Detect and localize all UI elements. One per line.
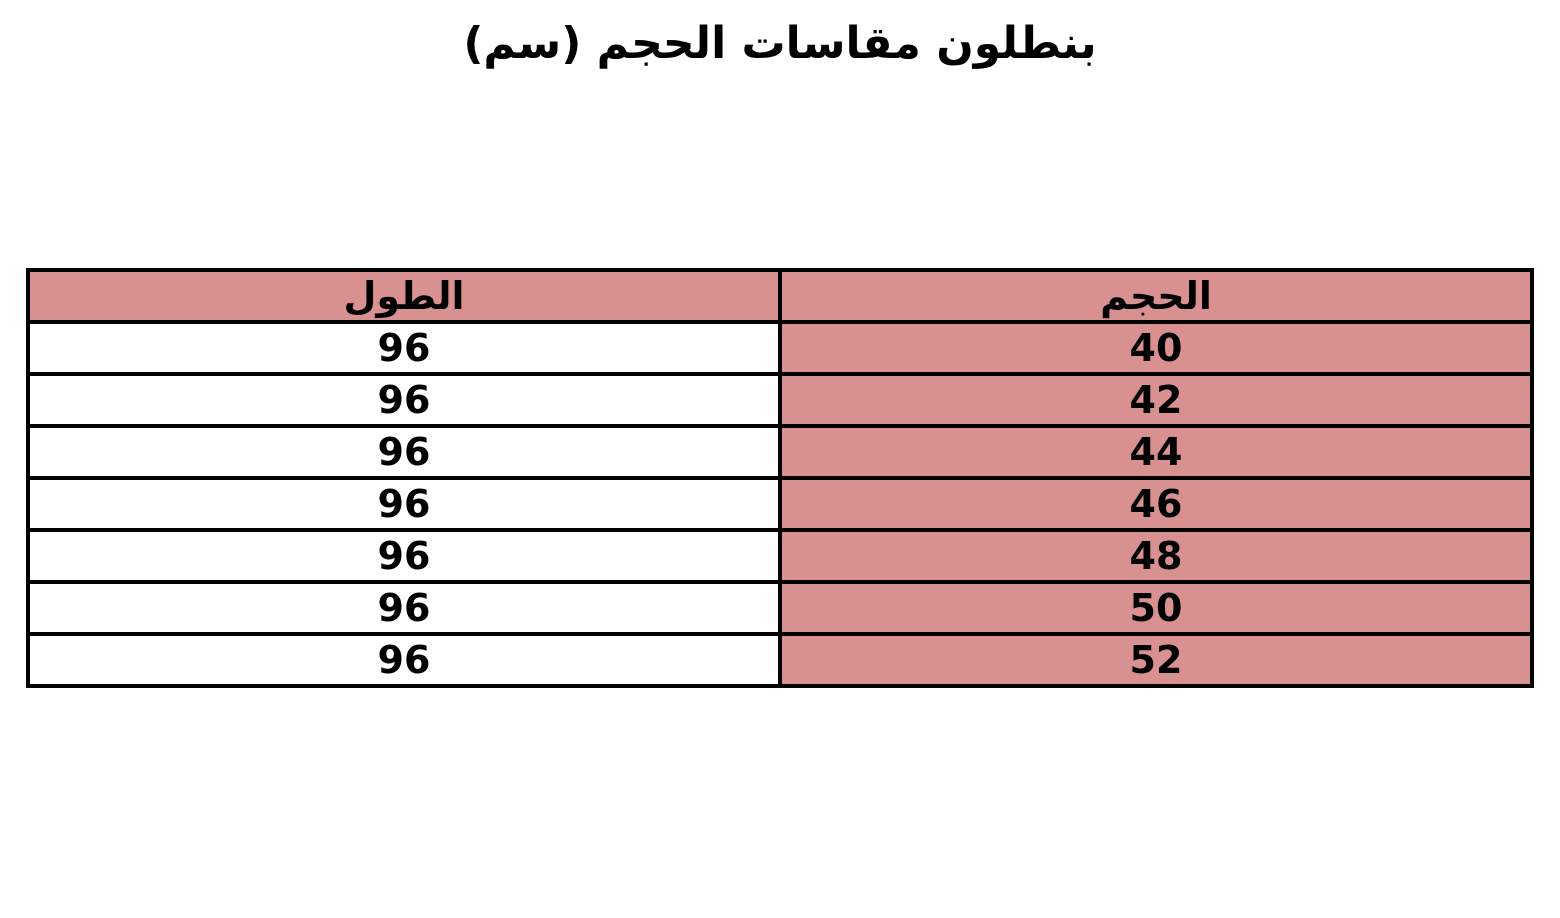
size-cell: 52 (778, 632, 1534, 688)
table-row: 42 96 (26, 372, 1534, 428)
size-cell: 50 (778, 580, 1534, 636)
size-cell: 40 (778, 320, 1534, 376)
page-title: بنطلون مقاسات الحجم (سم) (463, 18, 1097, 69)
size-cell: 42 (778, 372, 1534, 428)
table-row: 40 96 (26, 320, 1534, 376)
length-column-header: الطول (26, 268, 782, 324)
length-cell: 96 (26, 476, 782, 532)
size-cell: 46 (778, 476, 1534, 532)
length-cell: 96 (26, 320, 782, 376)
size-cell: 44 (778, 424, 1534, 480)
table-row: 52 96 (26, 632, 1534, 688)
length-cell: 96 (26, 632, 782, 688)
size-column-header: الحجم (778, 268, 1534, 324)
table-row: 44 96 (26, 424, 1534, 480)
size-cell: 48 (778, 528, 1534, 584)
length-cell: 96 (26, 424, 782, 480)
size-chart-table: الحجم الطول 40 96 42 96 44 96 46 96 48 9… (26, 268, 1534, 688)
table-row: 50 96 (26, 580, 1534, 636)
length-cell: 96 (26, 372, 782, 428)
header-row: الحجم الطول (26, 268, 1534, 324)
length-cell: 96 (26, 580, 782, 636)
table-row: 48 96 (26, 528, 1534, 584)
table-row: 46 96 (26, 476, 1534, 532)
length-cell: 96 (26, 528, 782, 584)
